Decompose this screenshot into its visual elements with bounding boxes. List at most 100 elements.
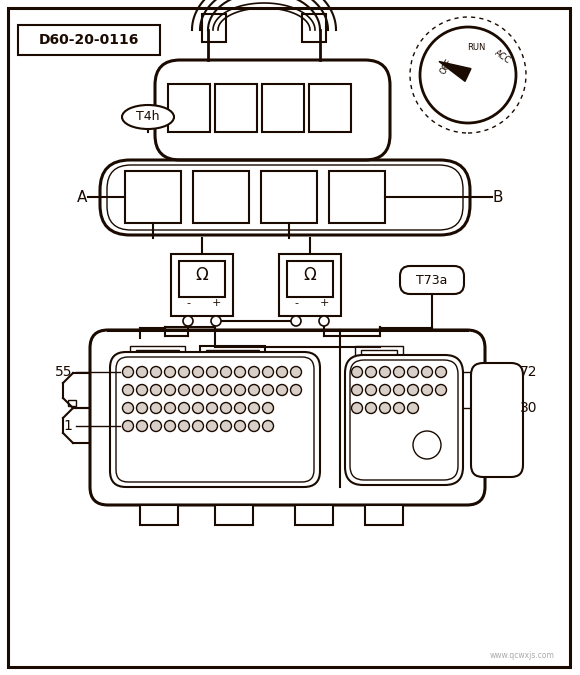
Circle shape — [220, 402, 231, 414]
Circle shape — [436, 385, 447, 396]
Circle shape — [150, 421, 161, 431]
Circle shape — [183, 316, 193, 326]
Circle shape — [136, 385, 147, 396]
Circle shape — [351, 385, 362, 396]
Circle shape — [319, 316, 329, 326]
Circle shape — [179, 385, 190, 396]
Bar — [261, 171, 317, 223]
Circle shape — [179, 421, 190, 431]
Circle shape — [220, 367, 231, 377]
Circle shape — [193, 402, 204, 414]
Circle shape — [379, 385, 390, 396]
Circle shape — [393, 367, 404, 377]
Text: T73a: T73a — [416, 273, 448, 286]
Circle shape — [422, 385, 433, 396]
Circle shape — [248, 421, 259, 431]
Circle shape — [420, 27, 516, 123]
FancyBboxPatch shape — [110, 352, 320, 487]
Circle shape — [206, 402, 218, 414]
Bar — [215, 505, 253, 525]
Bar — [125, 171, 181, 223]
Circle shape — [365, 402, 376, 414]
Circle shape — [379, 402, 390, 414]
Circle shape — [122, 367, 133, 377]
Circle shape — [179, 402, 190, 414]
Bar — [206, 350, 259, 374]
Circle shape — [365, 385, 376, 396]
Polygon shape — [439, 61, 471, 82]
Circle shape — [220, 385, 231, 396]
Circle shape — [136, 421, 147, 431]
Circle shape — [263, 421, 274, 431]
Circle shape — [393, 385, 404, 396]
Bar — [373, 441, 401, 457]
Circle shape — [234, 402, 245, 414]
Circle shape — [234, 367, 245, 377]
Bar — [295, 505, 333, 525]
Bar — [302, 14, 326, 42]
FancyBboxPatch shape — [345, 355, 463, 485]
Circle shape — [165, 385, 176, 396]
Circle shape — [351, 402, 362, 414]
Circle shape — [277, 385, 288, 396]
Text: OFF: OFF — [438, 57, 454, 76]
Circle shape — [351, 367, 362, 377]
Text: ACC: ACC — [492, 49, 512, 65]
Circle shape — [408, 367, 419, 377]
Circle shape — [150, 402, 161, 414]
Circle shape — [220, 421, 231, 431]
Bar — [287, 261, 333, 297]
Bar — [355, 346, 403, 368]
Circle shape — [234, 385, 245, 396]
Text: A: A — [77, 190, 87, 205]
Circle shape — [234, 421, 245, 431]
Circle shape — [248, 367, 259, 377]
Circle shape — [263, 385, 274, 396]
Circle shape — [393, 402, 404, 414]
Bar — [18, 25, 160, 55]
Bar — [279, 254, 341, 316]
Circle shape — [277, 367, 288, 377]
Bar — [136, 350, 179, 366]
Circle shape — [193, 421, 204, 431]
Circle shape — [122, 402, 133, 414]
Text: RUN: RUN — [467, 43, 485, 51]
Circle shape — [150, 367, 161, 377]
Circle shape — [365, 367, 376, 377]
Circle shape — [193, 367, 204, 377]
Circle shape — [291, 316, 301, 326]
Circle shape — [248, 402, 259, 414]
Bar — [361, 350, 397, 366]
Bar — [365, 505, 403, 525]
Text: +: + — [320, 298, 329, 308]
FancyBboxPatch shape — [90, 330, 485, 505]
Text: Ω: Ω — [195, 266, 208, 284]
Circle shape — [206, 421, 218, 431]
Circle shape — [413, 431, 441, 459]
Text: -: - — [186, 298, 190, 308]
Bar — [68, 400, 76, 406]
Circle shape — [165, 402, 176, 414]
Text: 72: 72 — [520, 365, 538, 379]
Circle shape — [263, 367, 274, 377]
Circle shape — [150, 385, 161, 396]
Bar — [215, 84, 257, 132]
Bar — [262, 84, 304, 132]
Circle shape — [136, 402, 147, 414]
Circle shape — [165, 421, 176, 431]
Text: 55: 55 — [55, 365, 72, 379]
Circle shape — [122, 421, 133, 431]
Text: +: + — [211, 298, 220, 308]
Text: Ω: Ω — [303, 266, 316, 284]
Circle shape — [206, 367, 218, 377]
FancyBboxPatch shape — [471, 363, 523, 477]
Circle shape — [291, 367, 302, 377]
Circle shape — [193, 385, 204, 396]
Circle shape — [408, 402, 419, 414]
Text: D60-20-0116: D60-20-0116 — [39, 33, 139, 47]
Circle shape — [211, 316, 221, 326]
Circle shape — [248, 385, 259, 396]
Bar — [200, 346, 265, 376]
Circle shape — [291, 385, 302, 396]
Bar — [130, 346, 185, 368]
